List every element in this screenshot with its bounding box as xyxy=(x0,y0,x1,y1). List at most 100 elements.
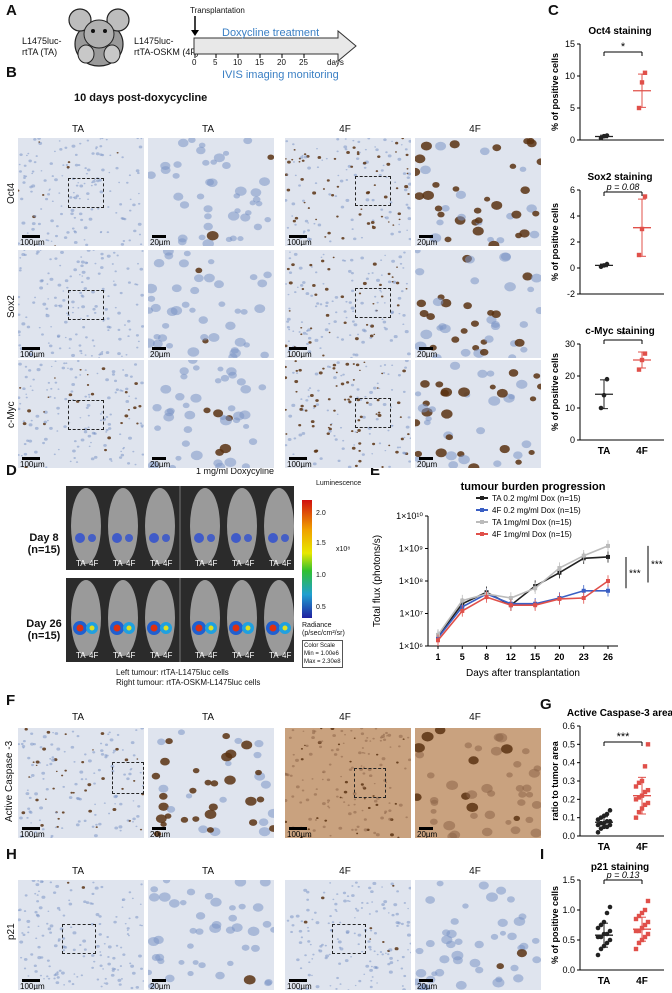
nucleus xyxy=(107,733,110,736)
data-point-TA xyxy=(604,133,610,138)
nucleus xyxy=(379,283,382,287)
nucleus xyxy=(96,944,100,948)
nucleus xyxy=(380,259,383,261)
nucleus xyxy=(313,404,317,408)
nucleus xyxy=(326,179,330,182)
nucleus xyxy=(365,323,369,326)
nucleus xyxy=(227,405,236,412)
nucleus xyxy=(294,360,297,363)
nucleus xyxy=(86,374,89,376)
nucleus xyxy=(114,391,117,394)
nucleus xyxy=(350,165,354,168)
nucleus xyxy=(305,744,309,748)
f-col-header-1: TA xyxy=(71,712,85,723)
y-tick-label: 0.1 xyxy=(562,813,575,823)
nucleus xyxy=(291,729,295,732)
nucleus xyxy=(460,348,471,357)
y-tick-label: 1.5 xyxy=(562,875,575,885)
nucleus xyxy=(375,833,380,837)
f-col-header-4: 4F xyxy=(469,712,481,723)
row-label-sox2: Sox2 xyxy=(6,295,17,318)
nucleus xyxy=(215,462,226,468)
scale-bar-label: 100µm xyxy=(20,350,45,358)
caption-left-tumour: Left tumour: rtTA-L1475luc cells xyxy=(116,668,229,677)
nucleus xyxy=(399,416,402,418)
data-point-4F xyxy=(639,925,645,931)
nucleus xyxy=(379,763,383,767)
nucleus xyxy=(351,894,355,897)
y-axis-label: % of positive cells xyxy=(550,53,560,131)
nucleus xyxy=(23,910,27,913)
nucleus xyxy=(102,320,105,322)
nucleus xyxy=(357,429,361,432)
nucleus xyxy=(400,922,404,926)
nucleus xyxy=(307,940,311,943)
nucleus xyxy=(285,365,287,369)
data-point-4F xyxy=(636,795,642,800)
nucleus xyxy=(334,908,337,911)
nucleus xyxy=(371,976,374,978)
data-point-TA xyxy=(595,952,601,958)
nucleus xyxy=(350,218,354,222)
micrograph-image: 20µm xyxy=(415,250,541,358)
nucleus xyxy=(80,260,85,264)
nucleus xyxy=(111,263,114,265)
nucleus xyxy=(285,799,288,803)
nucleus xyxy=(61,811,65,814)
data-point-4F xyxy=(642,789,648,795)
micrograph-texture xyxy=(415,361,541,468)
nucleus xyxy=(396,761,399,764)
nucleus xyxy=(113,379,118,383)
nucleus xyxy=(38,906,43,910)
nucleus xyxy=(346,381,350,384)
nucleus xyxy=(458,454,470,465)
data-point xyxy=(606,554,610,559)
mouse-tag-ta: TA xyxy=(150,651,160,660)
nucleus xyxy=(96,978,100,981)
data-point-4F xyxy=(633,946,639,952)
nucleus xyxy=(115,915,118,918)
nucleus xyxy=(95,146,98,149)
nucleus xyxy=(128,395,131,398)
nucleus xyxy=(49,162,53,165)
nucleus xyxy=(398,446,402,449)
nucleus xyxy=(363,818,367,821)
nucleus xyxy=(354,353,359,357)
nucleus xyxy=(49,931,53,934)
nucleus xyxy=(173,161,182,168)
nucleus xyxy=(47,298,50,300)
nucleus xyxy=(443,820,456,831)
nucleus xyxy=(56,825,59,828)
nucleus xyxy=(148,283,158,294)
nucleus xyxy=(111,370,116,374)
nucleus xyxy=(291,403,296,407)
nucleus xyxy=(58,969,62,972)
nucleus xyxy=(328,953,331,956)
nucleus xyxy=(322,282,325,285)
nucleus xyxy=(84,395,88,398)
nucleus xyxy=(391,913,395,917)
nucleus xyxy=(114,826,119,830)
nucleus xyxy=(104,755,108,759)
nucleus xyxy=(397,157,402,161)
nucleus xyxy=(403,974,407,978)
nucleus xyxy=(120,946,123,949)
nucleus xyxy=(71,983,75,986)
nucleus xyxy=(35,883,40,887)
nucleus xyxy=(148,936,160,947)
nucleus xyxy=(353,798,357,801)
nucleus xyxy=(186,888,196,896)
nucleus xyxy=(369,324,372,327)
nucleus xyxy=(351,885,354,887)
nucleus xyxy=(256,796,265,803)
nucleus xyxy=(357,140,361,144)
signal-core xyxy=(282,625,288,631)
nucleus xyxy=(249,200,256,206)
nucleus xyxy=(337,940,342,944)
nucleus xyxy=(375,418,379,421)
nucleus xyxy=(204,892,214,900)
nucleus xyxy=(128,772,132,776)
nucleus xyxy=(516,949,527,958)
nucleus xyxy=(329,834,332,837)
sig-label: *** xyxy=(651,559,663,570)
